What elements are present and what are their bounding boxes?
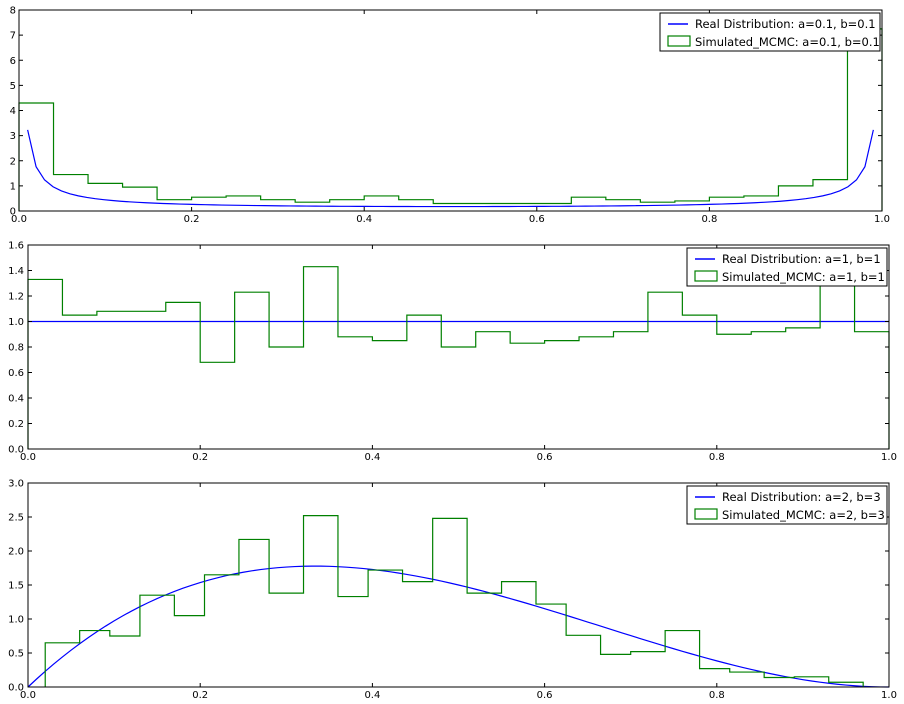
legend-box — [659, 12, 881, 52]
x-tick-label: 0.2 — [192, 690, 208, 701]
legend-sim-label: Simulated_MCMC: a=1, b=1 — [722, 270, 885, 284]
y-tick-label: 8 — [10, 6, 16, 17]
x-tick-label: 1.0 — [881, 690, 897, 701]
y-tick-label: 1.6 — [8, 241, 24, 252]
legend-sim-swatch — [694, 270, 718, 282]
y-tick-label: 1.0 — [8, 317, 24, 328]
simulated-histogram — [27, 266, 890, 449]
y-tick-label: 0.5 — [8, 649, 24, 660]
legend-sim-swatch — [694, 508, 718, 520]
x-tick-label: 0.0 — [20, 690, 36, 701]
y-tick-label: 0.0 — [8, 683, 24, 694]
y-tick-label: 5 — [10, 81, 16, 92]
x-tick-label: 0.8 — [701, 214, 717, 225]
legend-box — [686, 247, 888, 287]
y-tick-label: 1 — [10, 181, 16, 192]
y-tick-label: 4 — [10, 106, 16, 117]
y-tick-label: 1.5 — [8, 581, 24, 592]
x-tick-label: 1.0 — [874, 214, 890, 225]
legend: Real Distribution: a=0.1, b=0.1 Simulated… — [659, 12, 881, 52]
y-tick-label: 0.8 — [8, 343, 24, 354]
subplot-2: 0.0 0.2 0.4 0.6 0.8 1.0 0.0 0.2 0.4 0.6 0.8 1.0 1.2 1… — [8, 241, 897, 464]
legend-sim-swatch — [667, 35, 691, 47]
y-tick-label: 0 — [10, 207, 16, 218]
subplot-3: 0.0 0.2 0.4 0.6 0.8 1.0 0.0 0.5 1.0 1.5 2.0 2.5 3.0 R… — [8, 479, 897, 702]
legend-sim-label: Simulated_MCMC: a=2, b=3 — [722, 508, 885, 522]
x-tick-label: 0.4 — [356, 214, 372, 225]
legend: Real Distribution: a=2, b=3 Simulated_MCM… — [686, 485, 888, 525]
x-tick-label: 0.2 — [184, 214, 200, 225]
legend-real-label: Real Distribution: a=1, b=1 — [722, 252, 881, 266]
y-tick-label: 0.6 — [8, 368, 24, 379]
x-tick-label: 0.6 — [529, 214, 545, 225]
real-distribution-line — [27, 565, 890, 688]
y-tick-label: 0.4 — [8, 394, 24, 405]
x-tick-label: 0.4 — [364, 690, 380, 701]
x-tick-label: 0.2 — [192, 452, 208, 463]
y-tick-label: 1.2 — [8, 292, 24, 303]
y-tick-label: 1.4 — [8, 266, 24, 277]
legend-box — [686, 485, 888, 525]
y-tick-label: 2 — [10, 156, 16, 167]
y-tick-label: 7 — [10, 31, 16, 42]
legend: Real Distribution: a=1, b=1 Simulated_MCM… — [686, 247, 888, 287]
y-tick-label: 1.0 — [8, 615, 24, 626]
y-tick-label: 0.0 — [8, 445, 24, 456]
simulated-histogram — [44, 515, 864, 687]
legend-sim-label: Simulated_MCMC: a=0.1, b=0.1 — [695, 35, 880, 49]
y-tick-label: 6 — [10, 56, 16, 67]
x-tick-label: 0.6 — [537, 690, 553, 701]
y-tick-label: 0.2 — [8, 419, 24, 430]
x-tick-label: 0.0 — [11, 214, 27, 225]
legend-real-label: Real Distribution: a=0.1, b=0.1 — [695, 17, 876, 31]
real-distribution-line — [27, 129, 874, 208]
x-tick-label: 0.8 — [709, 452, 725, 463]
simulated-histogram — [18, 28, 883, 211]
y-tick-label: 2.5 — [8, 513, 24, 524]
y-tick-label: 3 — [10, 131, 16, 142]
subplot-1: 0.0 0.2 0.4 0.6 0.8 1.0 0 1 2 3 4 5 6 7 8 Real Distribu… — [10, 6, 890, 226]
legend-real-label: Real Distribution: a=2, b=3 — [722, 490, 881, 504]
x-tick-label: 0.6 — [537, 452, 553, 463]
y-tick-label: 2.0 — [8, 547, 24, 558]
x-tick-label: 1.0 — [881, 452, 897, 463]
x-tick-label: 0.8 — [709, 690, 725, 701]
x-tick-label: 0.4 — [364, 452, 380, 463]
x-tick-label: 0.0 — [20, 452, 36, 463]
y-tick-label: 3.0 — [8, 479, 24, 490]
